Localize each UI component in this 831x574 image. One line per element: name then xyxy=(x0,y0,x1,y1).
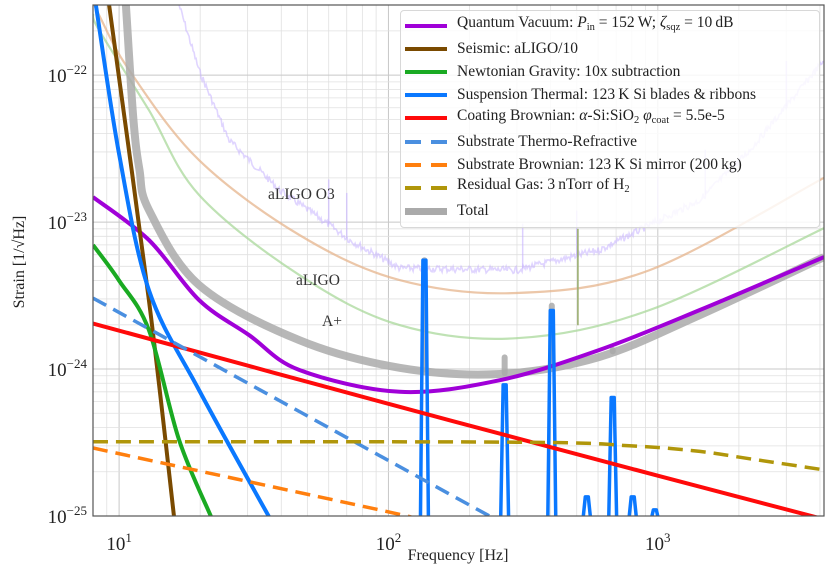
reference-labels: aLIGO O3 aLIGO A+ xyxy=(268,186,342,330)
legend-label: Seismic: aLIGO/10 xyxy=(457,39,578,57)
legend-swatch xyxy=(405,162,447,167)
reference-curve-aligo xyxy=(93,5,824,295)
x-tick-label: 101 xyxy=(106,530,131,555)
suspension-violin-mode-peak xyxy=(627,495,638,516)
legend-item: Total xyxy=(405,200,819,223)
legend-label: Substrate Brownian: 123 K Si mirror (200… xyxy=(457,155,742,173)
legend-swatch xyxy=(405,69,447,74)
legend-label: Coating Brownian: α-Si:SiO2 φcoat = 5.5e… xyxy=(457,106,725,126)
legend-swatch xyxy=(405,207,447,215)
legend-label: Suspension Thermal: 123 K Si blades & ri… xyxy=(457,86,757,104)
suspension-violin-mode-peak xyxy=(607,395,619,516)
legend-label: Quantum Vacuum: Pin = 152 W; ζsqz = 10 d… xyxy=(457,14,734,34)
curve-coating-brownian xyxy=(93,321,820,516)
legend-item: Seismic: aLIGO/10 xyxy=(405,37,819,60)
legend-item: Substrate Brownian: 123 K Si mirror (200… xyxy=(405,153,819,176)
y-tick-label: 10−24 xyxy=(48,356,88,381)
noise-curves xyxy=(93,5,824,516)
legend-label: Total xyxy=(457,202,489,220)
y-tick-label: 10−25 xyxy=(48,503,87,528)
curve-newtonian-gravity xyxy=(93,243,213,516)
curve-substrate-thermo-refractive xyxy=(93,296,491,516)
y-tick-label: 10−23 xyxy=(48,209,87,234)
legend-item: Newtonian Gravity: 10x subtraction xyxy=(405,60,819,83)
legend-swatch xyxy=(405,139,447,144)
legend-item: Suspension Thermal: 123 K Si blades & ri… xyxy=(405,84,819,107)
tick-labels: 101 102 103 10−22 10−23 10−24 10−25 xyxy=(48,62,671,555)
legend: Quantum Vacuum: Pin = 152 W; ζsqz = 10 d… xyxy=(400,10,820,228)
legend-item: Coating Brownian: α-Si:SiO2 φcoat = 5.5e… xyxy=(405,107,819,130)
label-aligo: aLIGO xyxy=(296,272,340,289)
curve-quantum-vacuum xyxy=(93,195,824,395)
curve-suspension-thermal xyxy=(93,5,271,516)
legend-swatch xyxy=(405,23,447,28)
label-aplus: A+ xyxy=(322,313,342,330)
legend-item: Quantum Vacuum: Pin = 152 W; ζsqz = 10 d… xyxy=(405,14,819,37)
suspension-violin-mode-peak xyxy=(418,258,431,516)
legend-swatch xyxy=(405,185,447,190)
suspension-violin-mode-peak xyxy=(498,383,511,516)
y-axis-label: Strain [1/√Hz] xyxy=(11,216,28,309)
legend-label: Newtonian Gravity: 10x subtraction xyxy=(457,62,681,80)
curve-total xyxy=(121,5,824,379)
label-aligo-o3: aLIGO O3 xyxy=(268,186,335,203)
x-tick-label: 103 xyxy=(645,530,671,555)
legend-swatch xyxy=(405,116,447,121)
legend-swatch xyxy=(405,93,447,98)
legend-item: Substrate Thermo-Refractive xyxy=(405,130,819,153)
x-axis-label: Frequency [Hz] xyxy=(408,547,509,564)
legend-label: Residual Gas: 3 nTorr of H2 xyxy=(457,176,630,196)
suspension-violin-mode-peak xyxy=(581,495,593,516)
plot-frame xyxy=(92,4,825,517)
legend-item: Residual Gas: 3 nTorr of H2 xyxy=(405,176,819,199)
curve-residual-gas xyxy=(93,439,824,472)
y-tick-label: 10−22 xyxy=(48,62,87,87)
suspension-violin-mode-peak xyxy=(546,308,558,516)
x-tick-label: 102 xyxy=(376,530,402,555)
curve-substrate-brownian xyxy=(93,446,414,516)
legend-label: Substrate Thermo-Refractive xyxy=(457,132,638,150)
legend-swatch xyxy=(405,46,447,51)
